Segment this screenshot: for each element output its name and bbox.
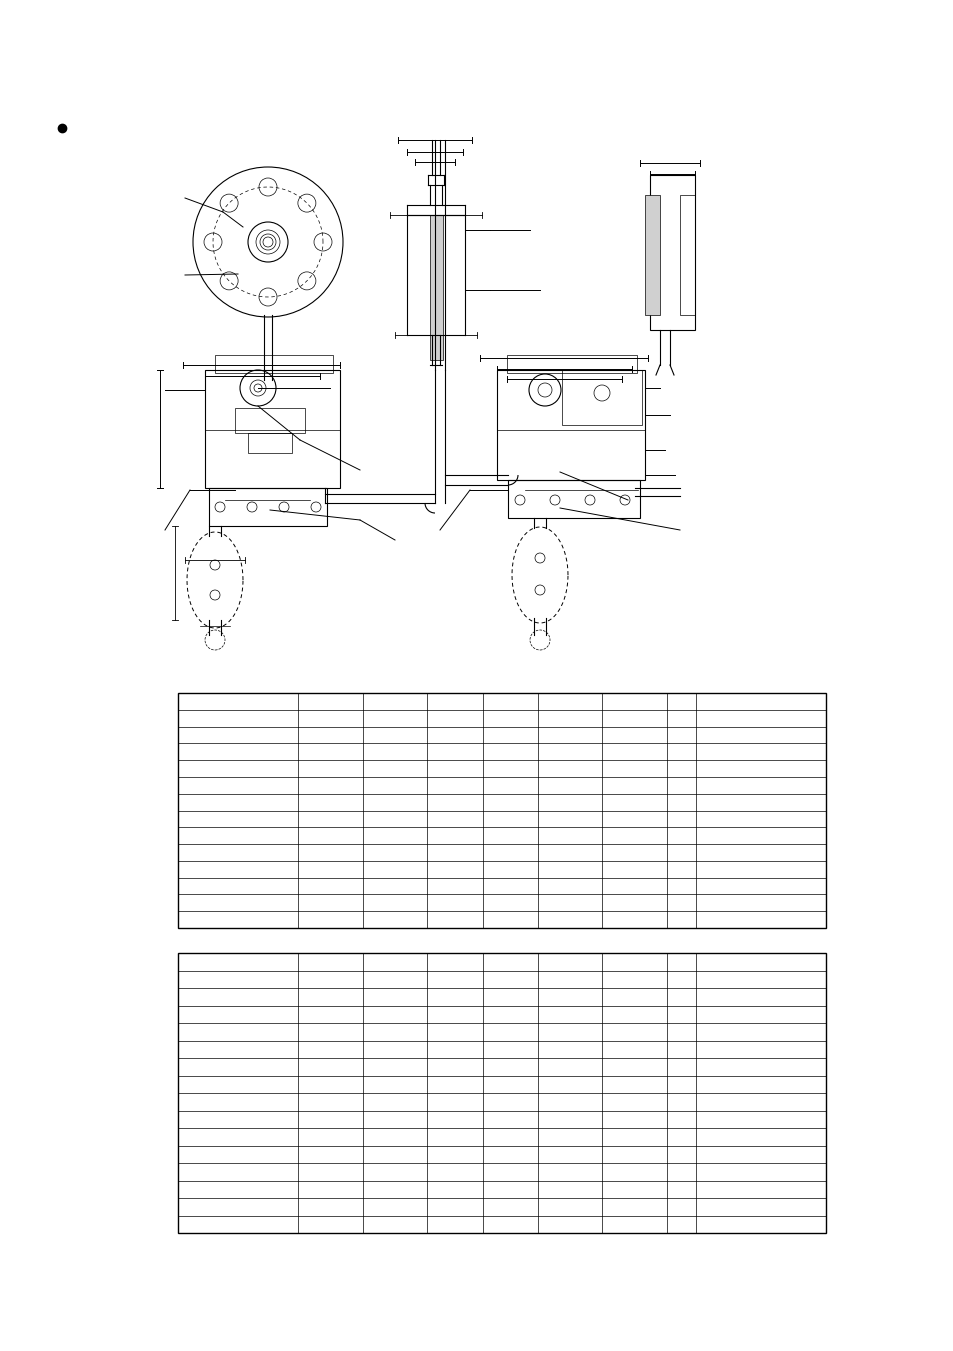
Bar <box>214 355 333 373</box>
Bar <box>209 488 327 526</box>
Bar <box>430 215 442 359</box>
Bar <box>561 370 641 426</box>
Bar <box>644 195 659 315</box>
Bar <box>178 952 825 1233</box>
Bar <box>506 355 637 373</box>
Bar <box>679 195 695 315</box>
Bar <box>205 370 339 488</box>
Bar <box>497 370 644 480</box>
Bar <box>178 693 825 928</box>
Bar <box>507 480 639 517</box>
Bar <box>234 408 305 434</box>
Bar <box>248 434 292 453</box>
Bar <box>649 176 695 330</box>
